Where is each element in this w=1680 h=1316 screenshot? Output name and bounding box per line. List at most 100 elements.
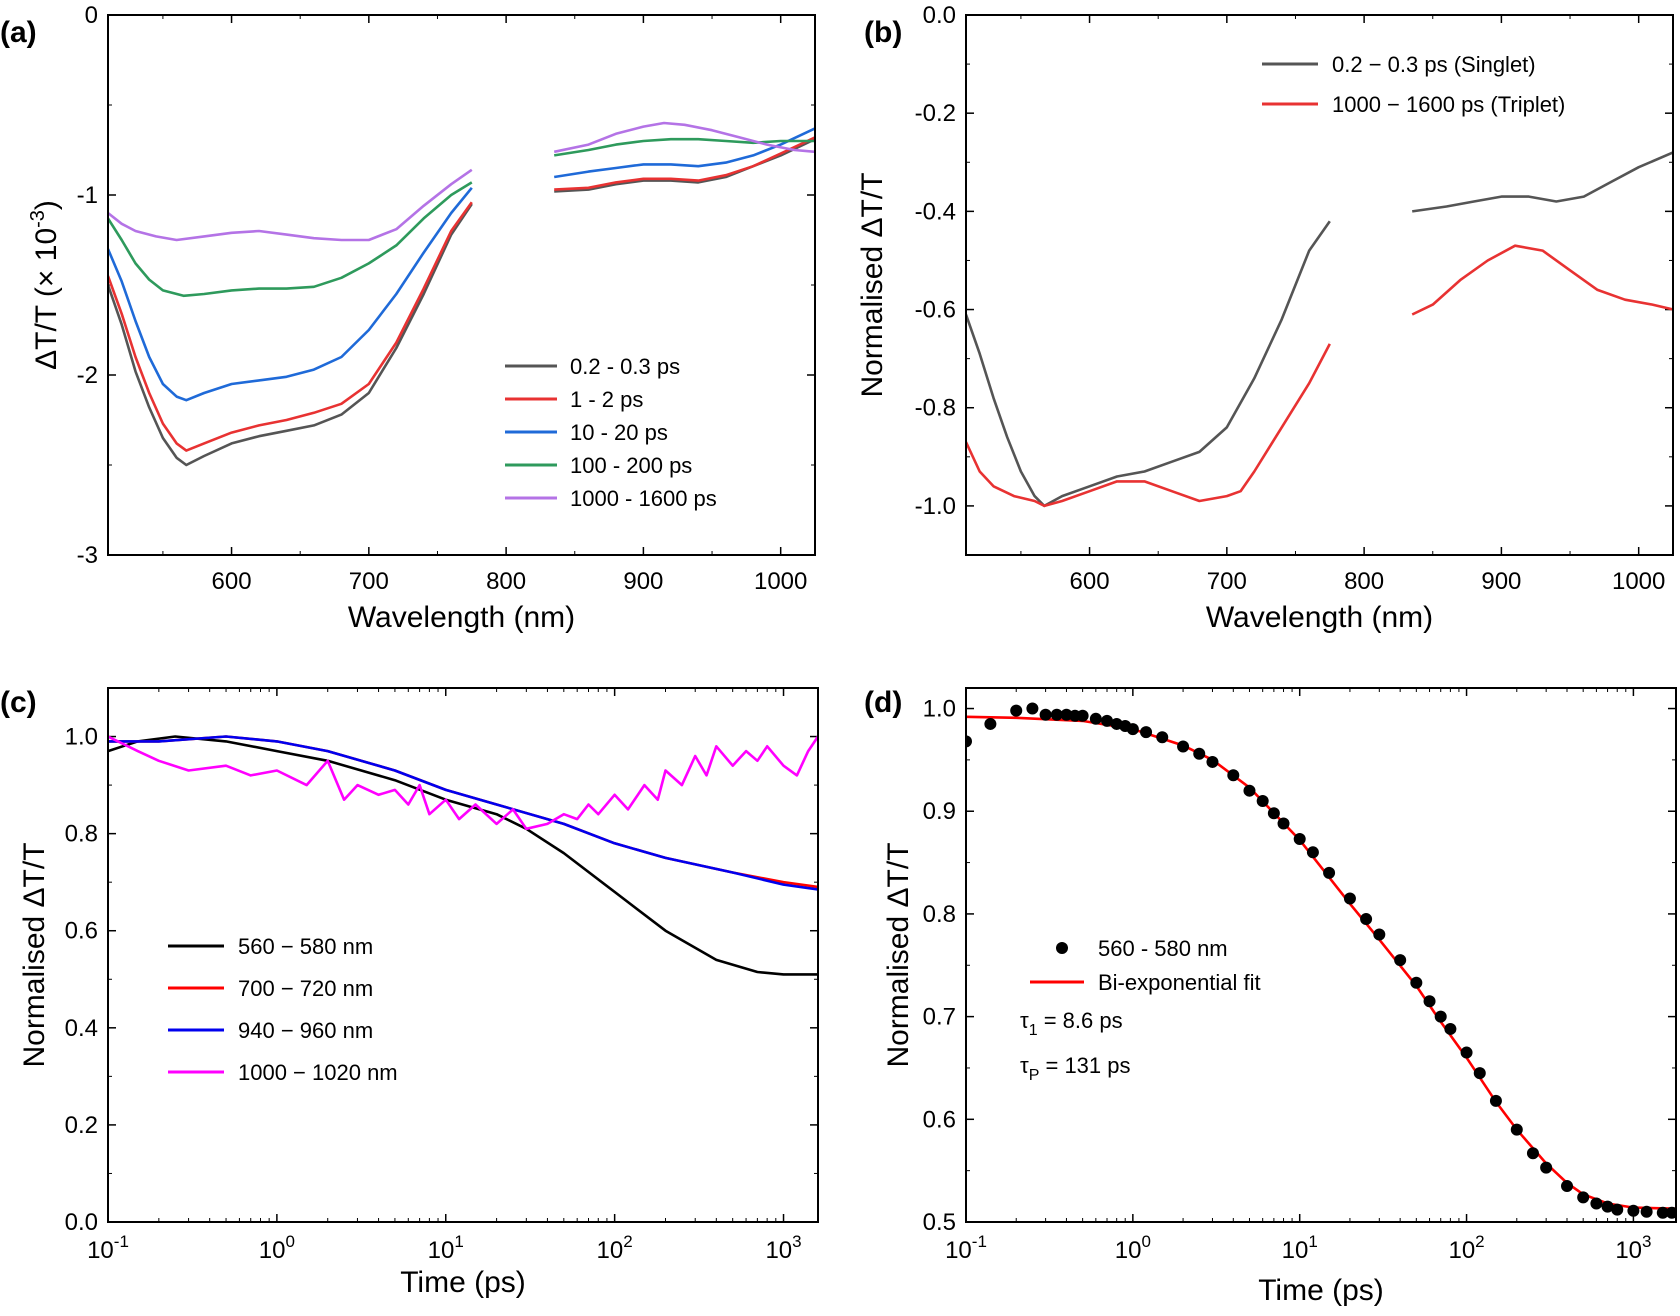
x-tick-label: 102: [1448, 1232, 1484, 1264]
x-tick-label: 700: [349, 568, 389, 595]
scatter-point: [1510, 1123, 1523, 1136]
y-tick-label: 0.0: [65, 1209, 98, 1236]
y-tick-label: -0.2: [915, 100, 956, 127]
y-tick-label: 0.4: [65, 1015, 98, 1042]
scatter-point: [1343, 892, 1356, 905]
series-line: [108, 186, 473, 402]
y-axis-label: Normalised ΔT/T: [882, 842, 915, 1067]
y-tick-label: 0.7: [923, 1004, 956, 1031]
scatter-point: [1306, 846, 1319, 859]
y-tick-label: 1.0: [923, 696, 956, 723]
x-tick-label: 600: [1070, 568, 1110, 595]
panel-b: (b) 600 700 800 900 1000 -1.0 -0.8 -0.6 -0.4 -0.2 0…: [856, 2, 1674, 634]
x-tick-label: 10-1: [945, 1232, 987, 1264]
x-tick-label: 101: [428, 1232, 464, 1264]
y-tick-label: 0: [85, 2, 98, 29]
y-axis-label: Normalised ΔT/T: [856, 172, 889, 397]
scatter-point: [1489, 1094, 1502, 1107]
annotation: τP = 131 ps: [1020, 1053, 1131, 1084]
scatter-point: [1140, 726, 1153, 739]
panel-label: (d): [864, 686, 902, 719]
series-line: [966, 220, 1331, 508]
scatter-point: [1126, 723, 1139, 736]
y-tick-label: -0.6: [915, 297, 956, 324]
y-tick-label: -2: [77, 362, 98, 389]
y-tick-label: -0.4: [915, 198, 956, 225]
scatter-point: [1206, 755, 1219, 768]
legend: 0.2 − 0.3 ps (Singlet) 1000 − 1600 ps (Tr…: [1262, 52, 1565, 117]
x-tick-label: 103: [765, 1232, 801, 1264]
scatter-point: [1373, 928, 1386, 941]
x-tick-label: 10-1: [87, 1232, 129, 1264]
plot-area: [966, 151, 1673, 508]
y-tick-label: -1.0: [915, 493, 956, 520]
y-axis-label: Normalised ΔT/T: [18, 842, 51, 1067]
plot-frame: [965, 14, 1674, 556]
y-tick-label: 0.0: [923, 2, 956, 29]
x-tick-label: 900: [1481, 568, 1521, 595]
legend-marker: [1056, 942, 1068, 954]
y-tick-label: 0.2: [65, 1112, 98, 1139]
x-tick-label: 100: [259, 1232, 295, 1264]
x-tick-label: 800: [486, 568, 526, 595]
y-tick-label: -3: [77, 542, 98, 569]
legend-label: 0.2 - 0.3 ps: [570, 354, 680, 379]
series-line: [108, 203, 473, 467]
legend-label: 1000 - 1600 ps: [570, 486, 717, 511]
scatter-point: [1423, 995, 1436, 1008]
series-line: [966, 343, 1331, 508]
scatter-point: [1193, 747, 1206, 760]
scatter-point: [1526, 1147, 1539, 1160]
plot-area: [108, 121, 815, 467]
x-axis-label: Time (ps): [400, 1266, 526, 1299]
legend-label: 100 - 200 ps: [570, 453, 692, 478]
scatter-point: [1473, 1067, 1486, 1080]
scatter-point: [1394, 954, 1407, 967]
scatter-point: [1227, 769, 1240, 782]
x-tick-label: 600: [212, 568, 252, 595]
legend: 560 − 580 nm 700 − 720 nm 940 − 960 nm 1000…: [168, 934, 398, 1085]
legend-label: 0.2 − 0.3 ps (Singlet): [1332, 52, 1536, 77]
panel-a: (a) 600 700 800 900 1000 -3 -2 -1 0 Wavelength (nm…: [0, 2, 816, 634]
plot-frame: [107, 14, 816, 556]
series-line: [553, 127, 815, 179]
scatter-point: [1577, 1191, 1590, 1204]
scatter-point: [1243, 784, 1256, 797]
plot-area: [108, 735, 818, 976]
legend-label: 1 - 2 ps: [570, 387, 643, 412]
legend-label: 1000 − 1020 nm: [238, 1060, 398, 1085]
legend-label: 700 − 720 nm: [238, 976, 373, 1001]
scatter-point: [1434, 1010, 1447, 1023]
series-line: [108, 735, 818, 831]
scatter-point: [1656, 1206, 1669, 1219]
x-axis-label: Time (ps): [1258, 1274, 1384, 1307]
plot-area: [966, 702, 1676, 1219]
scatter-point: [1076, 709, 1089, 722]
y-tick-label: -1: [77, 182, 98, 209]
plot-frame: [107, 687, 819, 1223]
scatter-point: [1010, 704, 1023, 717]
scatter-point: [1460, 1046, 1473, 1059]
scatter-point: [1561, 1180, 1574, 1193]
x-tick-label: 900: [623, 568, 663, 595]
scatter-point: [1267, 807, 1280, 820]
scatter-point: [1611, 1203, 1624, 1216]
x-axis-label: Wavelength (nm): [348, 601, 575, 634]
series-line: [554, 136, 815, 191]
y-tick-label: 0.8: [65, 821, 98, 848]
legend: 0.2 - 0.3 ps 1 - 2 ps 10 - 20 ps 100 - 200 …: [505, 354, 717, 511]
scatter-point: [966, 735, 972, 748]
legend-label: 560 - 580 nm: [1098, 936, 1228, 961]
legend-label: 940 − 960 nm: [238, 1018, 373, 1043]
panel-c: (c) 10-1 100 101 102 103 0.0 0.2 0.4 0.6 0.8 1.0 Tim…: [0, 686, 819, 1299]
scatter-point: [1640, 1205, 1653, 1218]
scatter-point: [984, 717, 997, 730]
y-tick-label: 0.6: [923, 1106, 956, 1133]
series-line: [1411, 244, 1673, 316]
panel-label: (a): [0, 16, 37, 49]
annotation: τ1 = 8.6 ps: [1020, 1008, 1123, 1039]
y-tick-label: 0.6: [65, 918, 98, 945]
panel-label: (b): [864, 16, 902, 49]
scatter-point: [1256, 794, 1269, 807]
